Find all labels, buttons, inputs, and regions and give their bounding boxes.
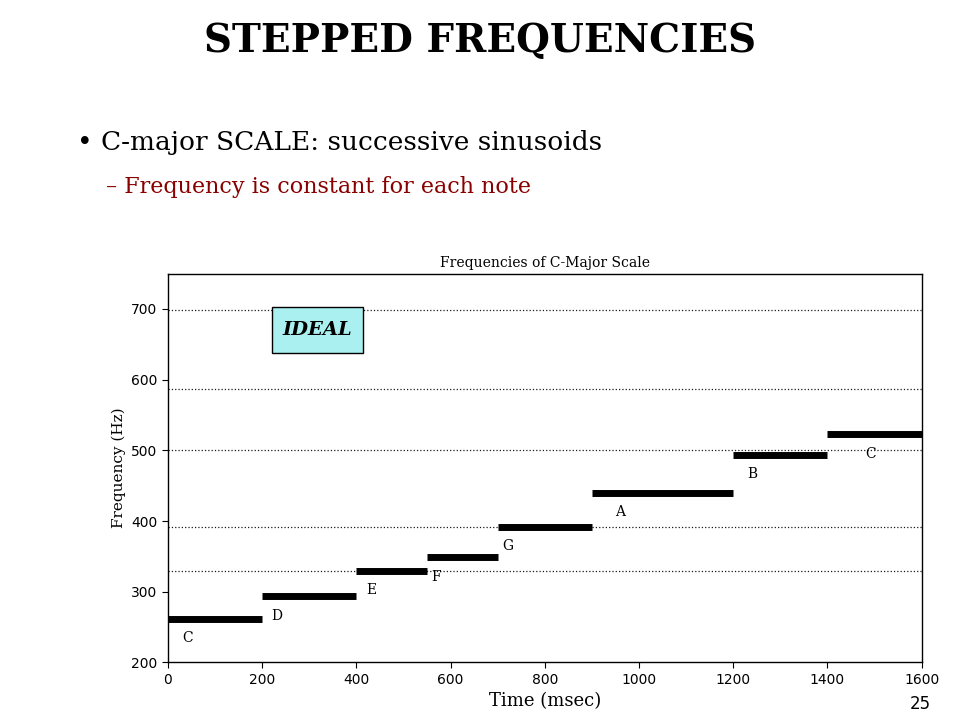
Text: C: C <box>182 631 193 645</box>
Text: E: E <box>366 583 376 597</box>
Text: • C-major SCALE: successive sinusoids: • C-major SCALE: successive sinusoids <box>77 130 602 155</box>
Bar <box>272 307 364 353</box>
X-axis label: Time (msec): Time (msec) <box>489 693 601 711</box>
Y-axis label: Frequency (Hz): Frequency (Hz) <box>111 408 126 528</box>
Text: IDEAL: IDEAL <box>282 321 352 339</box>
Text: A: A <box>615 505 626 519</box>
Text: STEPPED FREQUENCIES: STEPPED FREQUENCIES <box>204 22 756 60</box>
Title: Frequencies of C-Major Scale: Frequencies of C-Major Scale <box>440 256 650 270</box>
Text: B: B <box>747 467 757 481</box>
Polygon shape <box>66 420 82 469</box>
Text: – Frequency is constant for each note: – Frequency is constant for each note <box>106 176 531 199</box>
Text: F: F <box>432 570 442 584</box>
Text: 25: 25 <box>910 695 931 713</box>
Text: G: G <box>502 539 514 554</box>
Text: D: D <box>272 608 282 623</box>
Text: C: C <box>865 447 876 461</box>
Bar <box>56 434 66 455</box>
